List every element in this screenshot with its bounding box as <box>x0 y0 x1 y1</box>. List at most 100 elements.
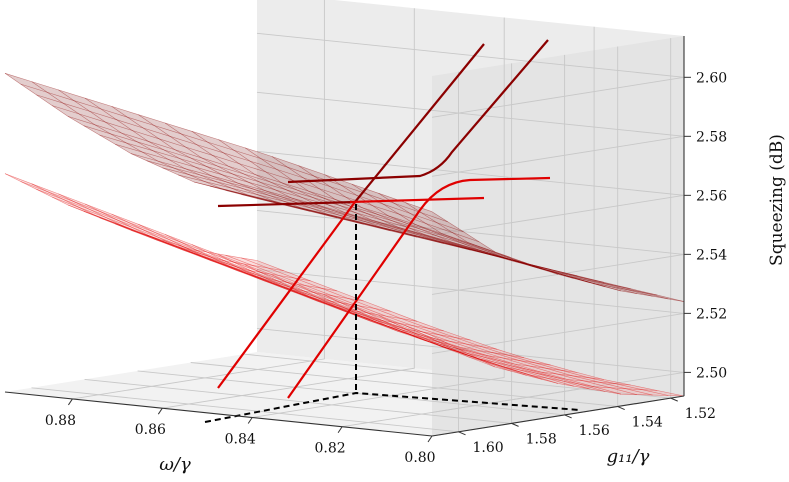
z-tick-label: 2.52 <box>696 306 727 322</box>
z-axis-label: Squeezing (dB) <box>767 134 787 266</box>
lower-curve-a <box>349 196 485 204</box>
surface-fill <box>5 73 684 302</box>
surface-mesh-line <box>130 153 559 275</box>
surface-mesh-line <box>298 165 551 270</box>
dashed-floor-lines <box>204 391 581 423</box>
z-tick-label: 2.56 <box>696 188 727 204</box>
surface-mesh-line <box>164 234 418 322</box>
y-tick <box>458 431 466 436</box>
y-tick <box>617 406 625 410</box>
surface-mesh-line <box>84 97 338 219</box>
x-tick-label: 0.84 <box>225 431 256 447</box>
surfaces <box>4 73 685 397</box>
y-axis-line <box>431 395 685 437</box>
y-tick-label: 1.58 <box>526 431 557 447</box>
surface-mesh-line <box>4 173 433 336</box>
surface-upper <box>4 73 685 302</box>
tick-labels: 0.88 0.86 0.84 0.82 0.80 1.60 1.58 1.56 1.54 1.52… <box>45 70 727 466</box>
surface-mesh-line <box>241 194 669 300</box>
surface-mesh-line <box>58 89 311 212</box>
side-pane <box>432 36 684 436</box>
surface-mesh-line <box>36 94 464 233</box>
surface-mesh-line <box>245 264 498 350</box>
upper-curve-c <box>354 43 485 203</box>
surface-mesh-line <box>146 160 574 279</box>
surface-mesh-line <box>164 122 418 238</box>
surface-mesh-line <box>218 139 471 251</box>
surface-mesh-line <box>162 167 590 283</box>
surface-mesh-line <box>225 190 653 297</box>
y-tick <box>511 422 519 427</box>
surface-mesh-line <box>130 230 559 384</box>
surface-mesh-line <box>111 106 364 225</box>
surface-mesh-line <box>4 73 258 199</box>
surface-mesh-line <box>67 116 496 253</box>
surface-mesh-line <box>58 193 311 282</box>
surface-mesh-line <box>378 193 631 289</box>
surface-mesh-line <box>31 183 284 271</box>
z-tick-label: 2.50 <box>696 365 727 381</box>
surface-mesh-line <box>4 173 258 261</box>
x-axis-line <box>4 391 433 437</box>
surface-mesh-line <box>245 147 498 257</box>
y-tick-label: 1.52 <box>685 406 716 422</box>
upper-curve-b <box>287 39 549 184</box>
x-tick <box>247 417 253 424</box>
surface-mesh-line <box>209 252 637 395</box>
x-tick-label: 0.80 <box>404 450 435 466</box>
y-axis-label: g₁₁/γ <box>607 446 650 467</box>
y-tick-label: 1.54 <box>632 415 663 431</box>
y-tick <box>670 397 678 402</box>
surface-mesh-line <box>378 315 631 386</box>
surface-mesh-line <box>52 105 480 243</box>
axes <box>4 36 685 437</box>
surface-mesh-line <box>193 249 622 395</box>
surface-mesh-line <box>351 183 604 283</box>
surface-mesh-line <box>241 257 669 396</box>
surface-mesh-line <box>67 204 496 368</box>
surface-mesh-line <box>256 260 685 397</box>
x-tick-label: 0.82 <box>315 441 346 457</box>
surface-lower <box>4 173 685 397</box>
y-tick-label: 1.60 <box>473 440 504 456</box>
z-tick-label: 2.54 <box>696 247 727 263</box>
surface-mesh-line <box>83 125 511 258</box>
upper-curve-a <box>217 200 356 208</box>
x-axis-label: ω/γ <box>159 454 191 475</box>
surface-mesh-line <box>146 234 574 387</box>
x-tick-label: 0.88 <box>45 413 76 429</box>
x-tick <box>337 426 343 434</box>
surface-mesh-line <box>115 223 543 380</box>
grid-line-x <box>72 0 325 400</box>
surface-mesh-line <box>138 224 391 312</box>
surface-mesh-line <box>31 81 284 206</box>
surface-mesh-line <box>20 83 448 223</box>
surface-mesh-line <box>191 244 444 332</box>
surface-mesh-line <box>4 73 433 212</box>
surface-mesh-line <box>256 198 685 302</box>
grid-line-x <box>252 17 505 418</box>
surface-mesh-line <box>99 134 527 264</box>
y-tick <box>564 414 572 419</box>
surface-mesh-line <box>405 325 658 391</box>
surface-mesh-line <box>351 305 604 380</box>
surface-mesh-line <box>20 181 448 344</box>
surface-mesh-line <box>405 202 658 296</box>
surface-mesh-line <box>431 211 685 302</box>
surface-mesh-line <box>178 174 606 288</box>
surface-mesh-line <box>178 244 606 392</box>
surface-mesh-line <box>111 213 364 302</box>
surface-mesh-line <box>271 156 524 264</box>
surface-mesh-line <box>193 181 622 292</box>
lower-curve-b <box>217 201 356 389</box>
lower-curve-c <box>287 176 551 399</box>
z-tick-label: 2.60 <box>696 70 727 86</box>
z-tick-label: 2.58 <box>696 129 727 145</box>
x-tick <box>157 407 163 415</box>
surface-mesh-line <box>191 131 444 244</box>
surface-mesh-line <box>298 284 551 366</box>
surface-mesh-line <box>36 189 464 352</box>
surface-mesh-line <box>138 114 391 232</box>
highlight-curves <box>204 39 581 423</box>
